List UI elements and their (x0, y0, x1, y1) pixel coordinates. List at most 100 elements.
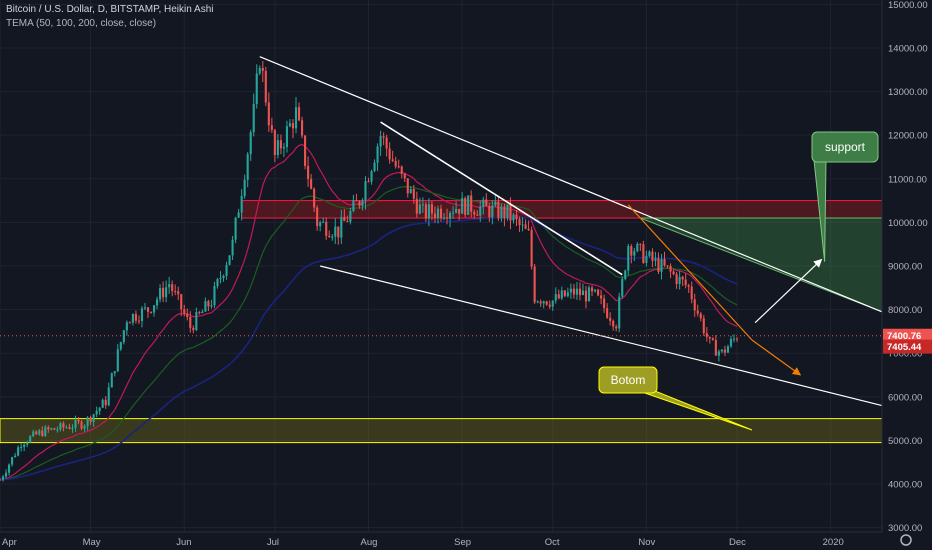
x-tick-label: Sep (454, 537, 471, 548)
candle-body (433, 213, 437, 218)
candle-body (612, 320, 615, 327)
candle-body (729, 338, 733, 347)
candle-body (654, 258, 657, 261)
candle-body (651, 251, 654, 261)
candle-body (228, 255, 231, 265)
candle-body (600, 295, 603, 299)
candle-body (174, 291, 177, 293)
trendline-lower-channel (320, 265, 883, 407)
candle-body (449, 213, 452, 219)
candle-body (313, 188, 316, 208)
candle-body (400, 166, 403, 174)
candle-body (735, 338, 739, 340)
candle-body (442, 217, 446, 219)
candle-body (500, 206, 503, 219)
candle-body (26, 442, 29, 445)
candle-body (379, 136, 382, 147)
candle-body (273, 130, 276, 156)
candle-body (291, 123, 295, 129)
y-tick-label: 7000.00 (888, 349, 922, 360)
candle-body (71, 427, 74, 429)
candle-body (207, 301, 210, 307)
candle-body (101, 399, 104, 408)
candle-body (461, 198, 464, 214)
candle-body (385, 137, 388, 149)
candle-body (219, 278, 222, 280)
candle-body (92, 414, 95, 423)
candle-body (186, 313, 189, 318)
candle-body (675, 274, 678, 284)
candle-body (545, 301, 548, 305)
candle-body (294, 107, 298, 129)
candle-body (642, 244, 645, 263)
candle-body (551, 300, 554, 307)
tema-line (0, 216, 738, 481)
candle-body (86, 417, 89, 427)
candle-body (388, 148, 391, 160)
candle-body (693, 299, 696, 311)
candle-body (597, 289, 600, 296)
candle-body (74, 419, 77, 428)
candle-body (352, 200, 355, 212)
candle-body (609, 317, 612, 321)
candle-body (20, 446, 23, 448)
candle-body (572, 288, 575, 295)
candle-body (660, 259, 663, 272)
candle-body (168, 284, 171, 288)
candle-body (705, 333, 708, 337)
x-tick-label: 2020 (823, 537, 844, 548)
candle-body (316, 207, 319, 227)
candle-body (225, 264, 228, 276)
candle-body (603, 298, 606, 309)
candle-body (452, 212, 455, 214)
candle-body (322, 221, 325, 223)
candle-body (270, 125, 273, 131)
candle-body (47, 427, 50, 430)
support-callout-box (811, 131, 879, 163)
settings-gear-icon (900, 534, 912, 546)
candle-body (204, 301, 207, 312)
support-label: support (825, 140, 866, 154)
candle-body (337, 226, 340, 238)
candle-body (349, 211, 352, 222)
bottom-callout-box (598, 366, 658, 394)
candle-body (714, 340, 717, 356)
candle-body (648, 251, 651, 256)
candle-body (557, 294, 560, 299)
candle-body (50, 428, 53, 430)
candle-body (355, 200, 358, 202)
candle-body (720, 349, 723, 352)
candle-body (633, 251, 636, 256)
candle-body (32, 431, 35, 437)
candle-body (702, 318, 705, 334)
candle-body (231, 239, 234, 256)
candle-body (98, 407, 101, 412)
candle-body (149, 311, 153, 313)
candle-body (467, 195, 470, 215)
candle-body (615, 326, 618, 329)
y-tick-label: 5000.00 (888, 436, 922, 447)
trendline-aug-downtrend (380, 121, 623, 276)
candle-body (300, 120, 304, 136)
bottom-label: Botom (611, 373, 646, 387)
support-target-zone (640, 217, 883, 313)
candle-body (279, 140, 282, 149)
x-axis-panel (0, 532, 932, 550)
candle-body (331, 236, 334, 238)
candle-body (246, 154, 249, 180)
candle-body (328, 235, 331, 238)
candle-body (590, 287, 594, 292)
candle-body (575, 288, 578, 295)
candle-body (678, 276, 681, 284)
candle-body (509, 204, 512, 221)
candle-body (533, 266, 536, 303)
candle-body (210, 305, 213, 307)
candle-body (554, 294, 557, 301)
candle-body (152, 305, 156, 313)
candle-body (110, 373, 113, 388)
candle-body (0, 479, 2, 481)
candle-body (137, 320, 141, 322)
candle-body (53, 428, 56, 430)
candle-body (536, 301, 539, 303)
